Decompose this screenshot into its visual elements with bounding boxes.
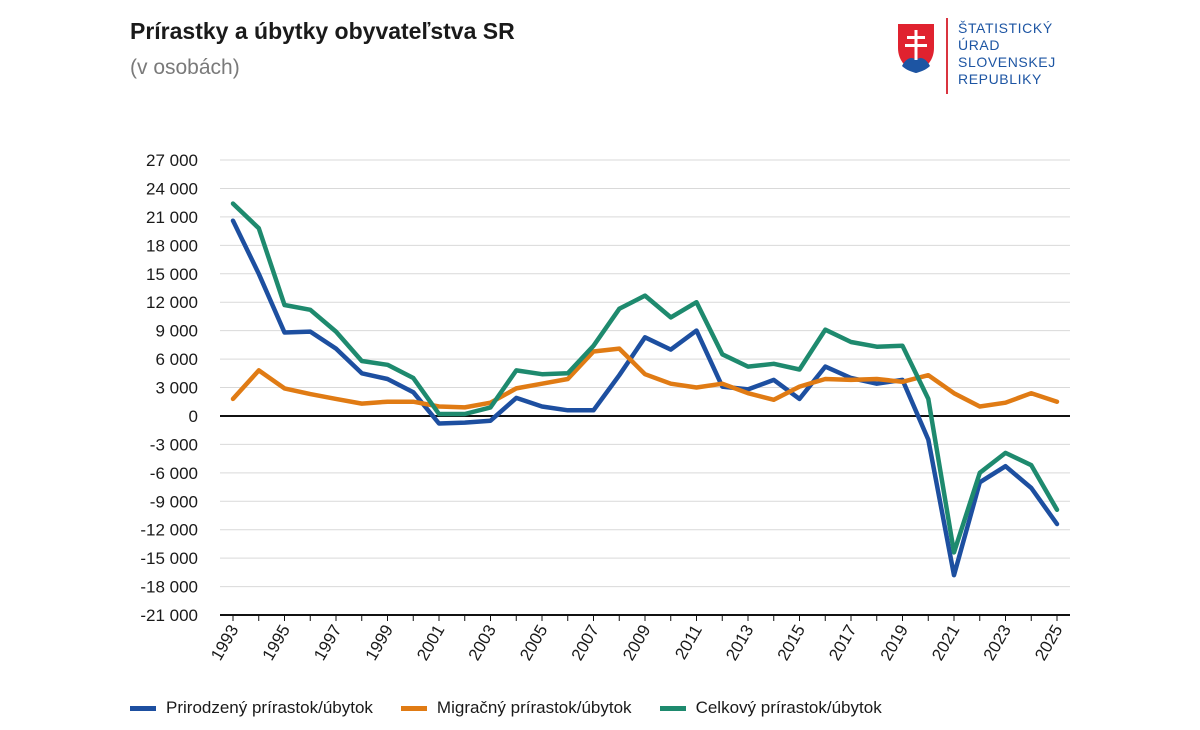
logo-line: ÚRAD: [958, 37, 1001, 53]
logo-divider: [946, 18, 948, 94]
legend-item-total[interactable]: Celkový prírastok/úbytok: [659, 698, 882, 718]
x-tick-label: 1997: [310, 622, 345, 664]
x-tick-label: 1995: [259, 622, 294, 664]
statistical-office-logo: ŠTATISTICKÝ ÚRAD SLOVENSKEJ REPUBLIKY: [896, 18, 1096, 98]
logo-line: REPUBLIKY: [958, 71, 1042, 87]
y-tick-label: -3 000: [150, 435, 198, 454]
chart-title: Prírastky a úbytky obyvateľstva SR: [130, 18, 515, 44]
series-natural-line[interactable]: [230, 218, 1060, 578]
x-tick-label: 1999: [362, 622, 397, 664]
legend-label: Prirodzený prírastok/úbytok: [166, 698, 373, 717]
slovak-coat-of-arms-icon: [898, 24, 934, 73]
legend-swatch-migration: [400, 705, 427, 711]
y-tick-label: -6 000: [150, 464, 198, 483]
logo-line: ŠTATISTICKÝ: [958, 20, 1053, 36]
x-tick-label: 2021: [928, 622, 963, 664]
x-tick-label: 2007: [568, 622, 603, 664]
x-tick-label: 2001: [413, 622, 448, 664]
population-change-chart: 27 000 24 000 21 000 18 000 15 000 12 000 9 00…: [140, 151, 1070, 664]
y-tick-label: 24 000: [146, 179, 198, 198]
x-tick-label: 2019: [877, 622, 912, 664]
x-tick-label: 2017: [825, 622, 860, 664]
y-tick-label: -9 000: [150, 492, 198, 511]
legend-swatch-natural: [130, 705, 156, 711]
y-axis-ticks: 27 000 24 000 21 000 18 000 15 000 12 000 9 00…: [140, 151, 198, 625]
legend-label: Celkový prírastok/úbytok: [695, 698, 882, 717]
y-tick-label: -12 000: [140, 521, 198, 540]
x-axis-ticks: 1993 1995 1997 1999 2001 2003 2005 2007 2009 2011…: [207, 615, 1066, 664]
x-tick-label: 2005: [516, 622, 551, 664]
legend-item-natural[interactable]: Prirodzený prírastok/úbytok: [130, 698, 373, 718]
logo-line: SLOVENSKEJ: [958, 54, 1056, 70]
y-tick-label: 15 000: [146, 265, 198, 284]
legend-label: Migračný prírastok/úbytok: [436, 698, 632, 717]
y-tick-label: 6 000: [155, 350, 198, 369]
y-tick-label: 3 000: [155, 379, 198, 398]
y-tick-label: -15 000: [140, 549, 198, 568]
x-tick-label: 1993: [207, 622, 242, 664]
chart-subtitle: (v osobách): [130, 56, 240, 79]
y-tick-label: -18 000: [140, 578, 198, 597]
y-tick-label: 18 000: [146, 236, 198, 255]
y-tick-label: 21 000: [146, 208, 198, 227]
y-tick-label: 12 000: [146, 293, 198, 312]
x-tick-label: 2015: [774, 622, 809, 664]
x-tick-label: 2023: [980, 622, 1015, 664]
legend-item-migration[interactable]: Migračný prírastok/úbytok: [400, 698, 632, 718]
x-tick-label: 2013: [722, 622, 757, 664]
x-tick-label: 2025: [1031, 622, 1066, 664]
x-tick-label: 2009: [619, 622, 654, 664]
logo-text: ŠTATISTICKÝ ÚRAD SLOVENSKEJ REPUBLIKY: [958, 20, 1056, 88]
chart-legend: Prirodzený prírastok/úbytok Migračný prí…: [130, 698, 882, 718]
series-total-line[interactable]: [230, 201, 1060, 555]
x-tick-label: 2011: [671, 622, 706, 663]
y-tick-label: 9 000: [155, 322, 198, 341]
legend-swatch-total: [659, 705, 686, 711]
y-tick-label: 27 000: [146, 151, 198, 170]
y-tick-label: -21 000: [140, 606, 198, 625]
grid-lines: [220, 159, 1070, 588]
x-tick-label: 2003: [465, 622, 500, 664]
series-lines: [230, 201, 1060, 578]
y-tick-label: 0: [189, 407, 198, 426]
